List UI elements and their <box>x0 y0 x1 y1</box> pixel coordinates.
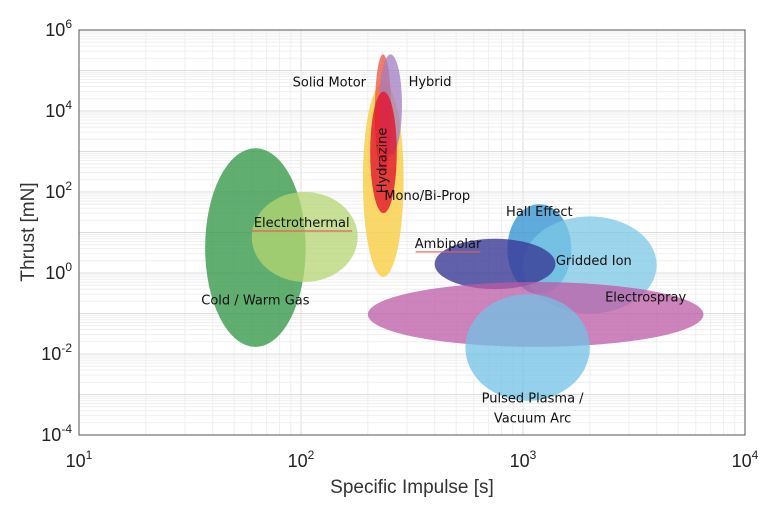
grid <box>79 30 745 435</box>
regions <box>205 54 704 401</box>
y-tick-label: 106 <box>45 17 72 40</box>
label-hydrazine: Hydrazine <box>375 128 390 194</box>
label-electrothermal: Electrothermal <box>254 216 350 231</box>
label-solid-motor: Solid Motor <box>293 76 367 91</box>
y-tick-label: 10-2 <box>41 341 72 364</box>
label-ambipolar: Ambipolar <box>415 237 482 252</box>
label-electrospray: Electrospray <box>605 290 686 305</box>
x-tick-label: 102 <box>288 448 315 471</box>
label-gridded-ion: Gridded Ion <box>556 254 632 269</box>
region-pulsed-plasma-vacuum-arc <box>465 294 590 401</box>
label-pulsed-plasma-vacuum-arc: Pulsed Plasma / Vacuum Arc <box>482 391 585 426</box>
y-tick-label: 10-4 <box>41 422 72 445</box>
label-hybrid: Hybrid <box>409 75 452 90</box>
x-tick-label: 103 <box>510 448 537 471</box>
y-tick-label: 102 <box>45 179 72 202</box>
y-axis-title: Thrust [mN] <box>18 182 39 281</box>
tick-labels: 101 102 103 104 10-4 10-2 100 102 104 106 <box>41 17 758 471</box>
label-hall-effect: Hall Effect <box>506 205 573 220</box>
x-axis-title: Specific Impulse [s] <box>330 477 494 498</box>
x-tick-label: 101 <box>66 448 93 471</box>
region-hydrazine <box>370 91 397 214</box>
region-electrothermal <box>251 192 358 282</box>
label-mono-bi-prop: Mono/Bi-Prop <box>384 189 470 204</box>
label-cold-warm-gas: Cold / Warm Gas <box>201 294 309 309</box>
region-labels: Cold / Warm Gas Electrothermal Mono/Bi-Pro… <box>201 75 686 427</box>
y-tick-label: 104 <box>45 98 72 121</box>
x-tick-label: 104 <box>732 448 759 471</box>
plot-frame <box>78 29 746 436</box>
y-tick-label: 100 <box>45 260 72 283</box>
